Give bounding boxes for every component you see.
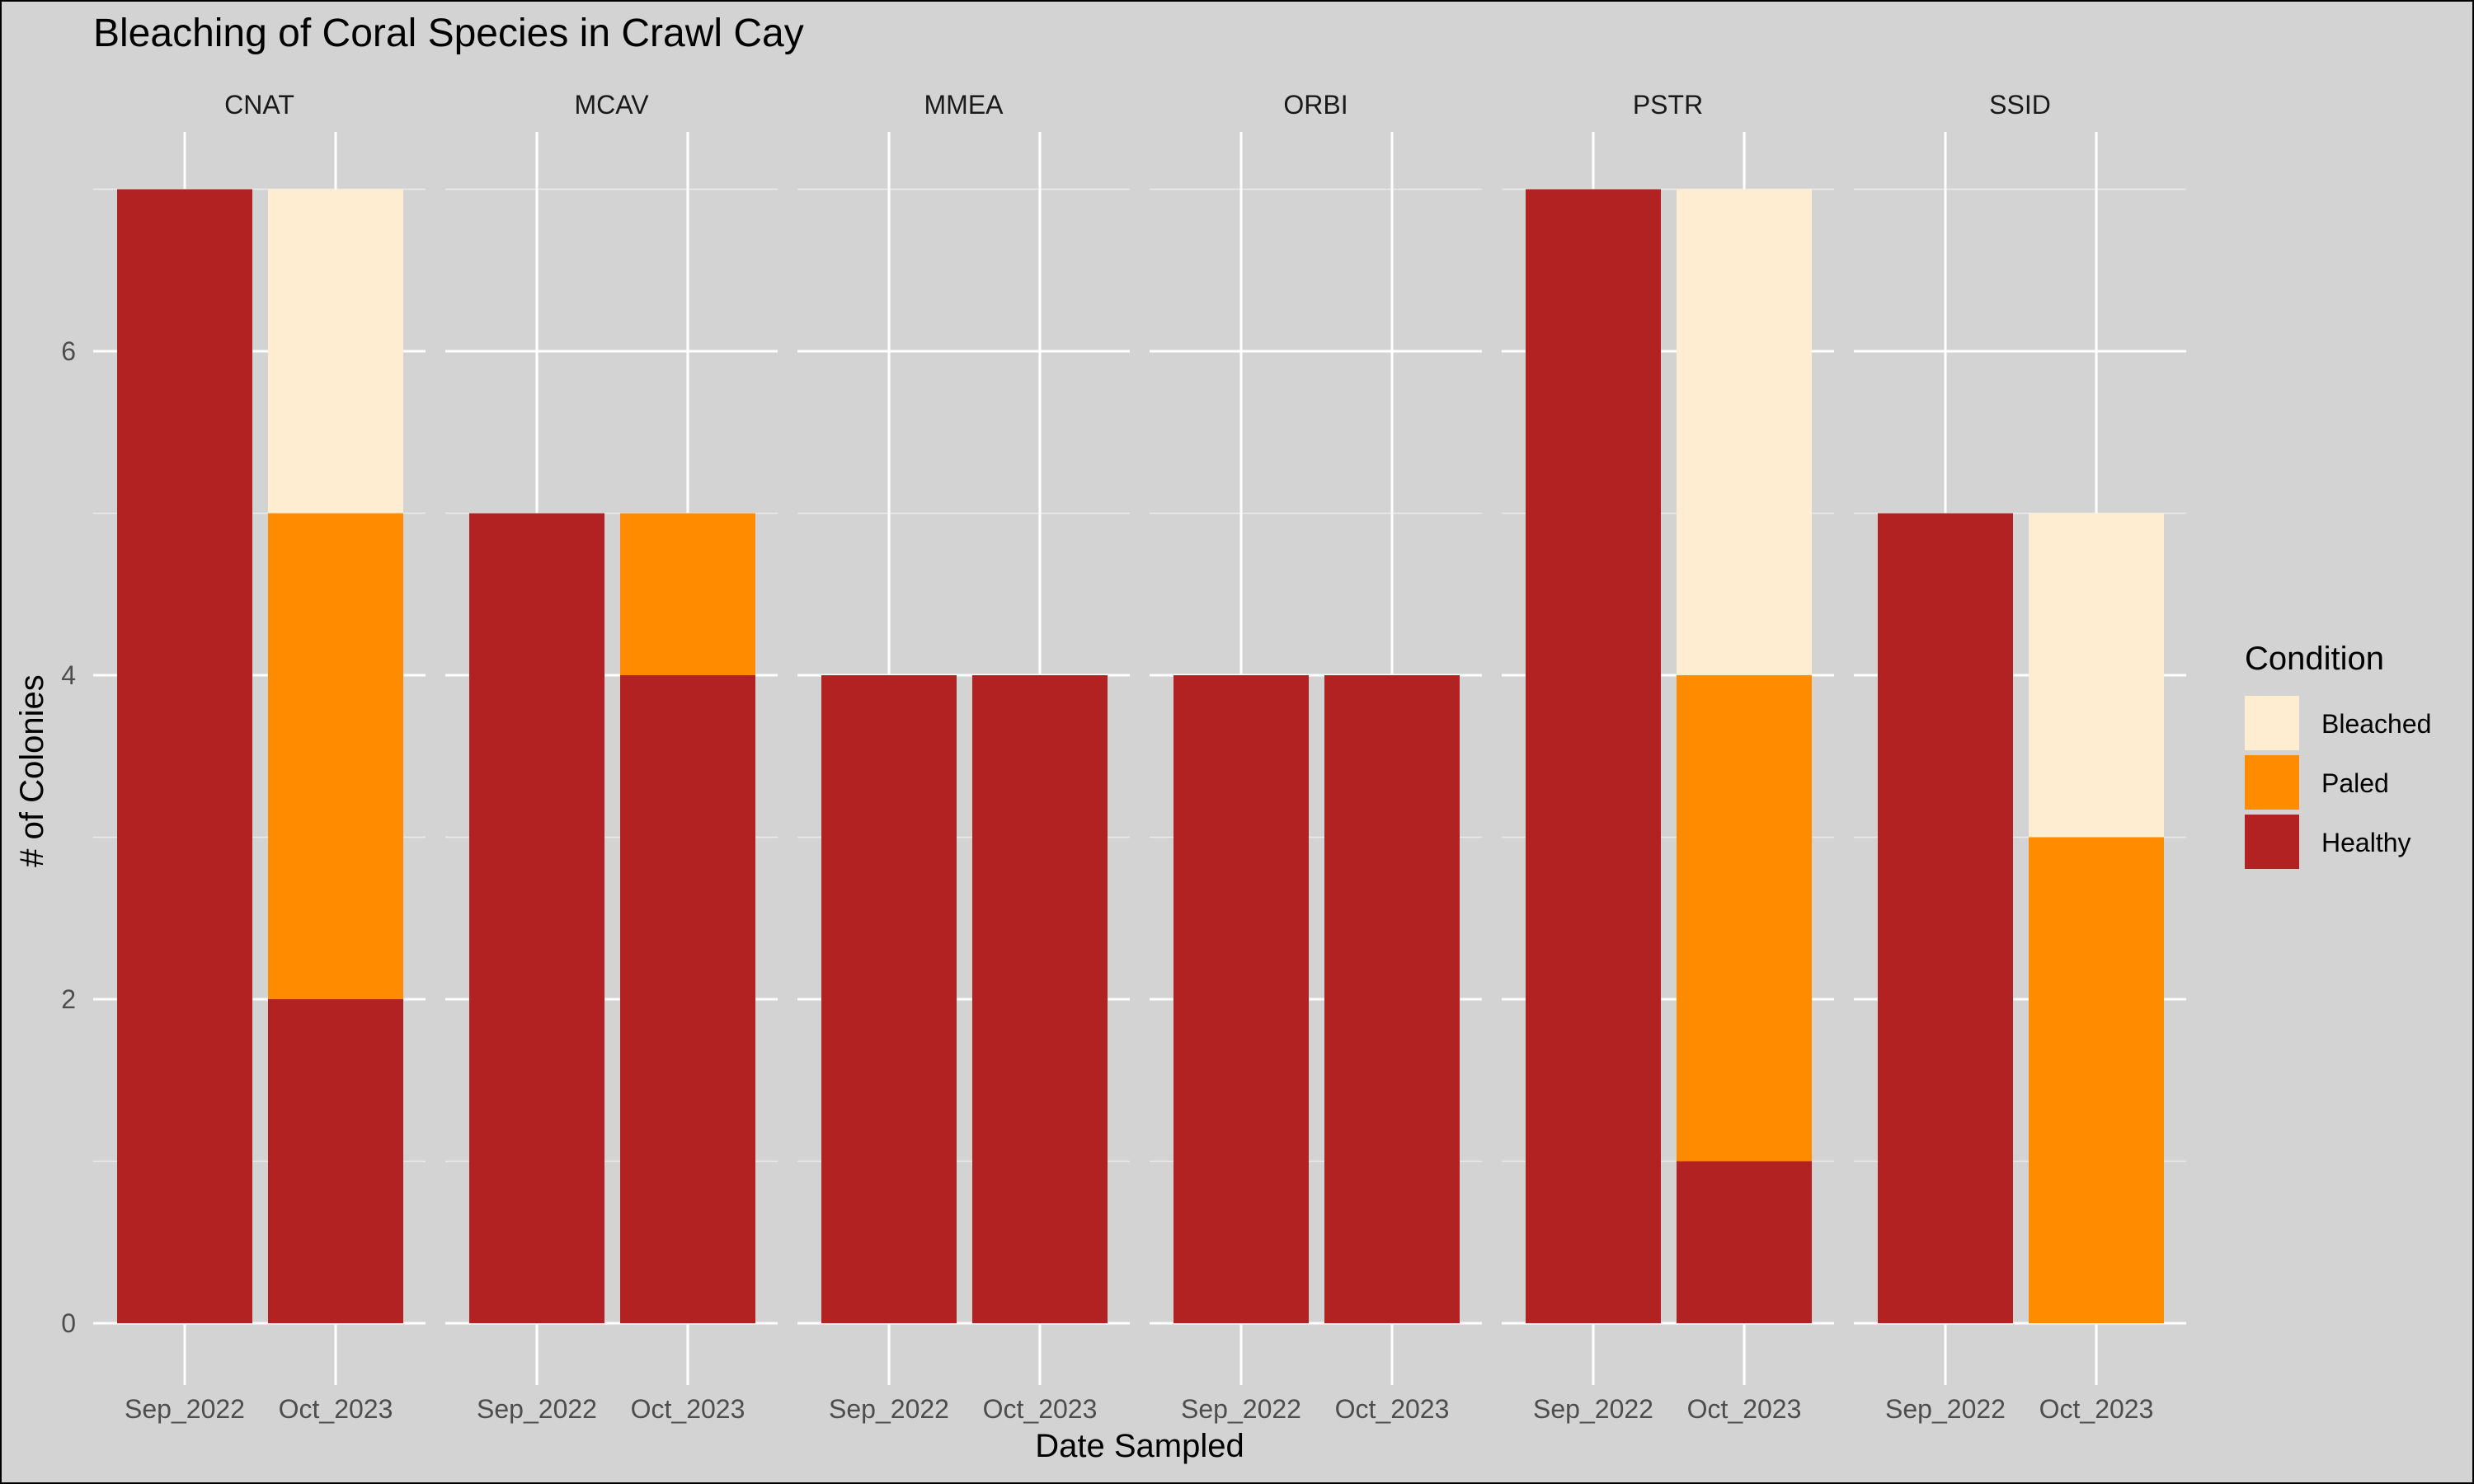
legend: Condition Bleached Paled Healthy: [2245, 641, 2431, 869]
y-tick-label: 0: [61, 1308, 76, 1338]
bar-healthy: [268, 999, 403, 1323]
x-tick-label: Oct_2023: [2039, 1394, 2154, 1424]
facet-panels: CNAT Sep_2022 Oct_2023 MCAV Sep_2022 Oct_2023…: [93, 90, 2186, 1424]
bar-paled: [1677, 675, 1812, 1162]
bar-healthy: [1677, 1161, 1812, 1323]
x-tick-label: Sep_2022: [1885, 1394, 2006, 1424]
facet-label: CNAT: [224, 90, 294, 120]
x-tick-label: Sep_2022: [829, 1394, 949, 1424]
panel-pstr: PSTR Sep_2022 Oct_2023: [1502, 90, 1834, 1424]
x-tick-label: Oct_2023: [1335, 1394, 1450, 1424]
panel-cnat: CNAT Sep_2022 Oct_2023: [93, 90, 426, 1424]
legend-label: Healthy: [2321, 828, 2411, 857]
x-tick-label: Sep_2022: [477, 1394, 597, 1424]
y-tick-label: 2: [61, 984, 76, 1014]
facet-label: ORBI: [1283, 90, 1348, 120]
legend-key-bleached: [2245, 696, 2299, 750]
x-tick-label: Oct_2023: [279, 1394, 393, 1424]
legend-title: Condition: [2245, 641, 2384, 677]
y-tick-label: 4: [61, 660, 76, 690]
bar-healthy: [1174, 675, 1309, 1323]
bar-healthy: [469, 513, 604, 1323]
legend-label: Bleached: [2321, 709, 2431, 739]
x-tick-label: Sep_2022: [1181, 1394, 1301, 1424]
panel-orbi: ORBI Sep_2022 Oct_2023: [1150, 90, 1482, 1424]
facet-label: MCAV: [574, 90, 649, 120]
bar-paled: [2029, 837, 2164, 1323]
legend-key-paled: [2245, 755, 2299, 810]
bar-healthy: [1324, 675, 1460, 1323]
bar-healthy: [117, 189, 252, 1323]
panel-ssid: SSID Sep_2022 Oct_2023: [1854, 90, 2186, 1424]
x-tick-label: Sep_2022: [1533, 1394, 1653, 1424]
bar-healthy: [1878, 513, 2013, 1323]
facet-label: MMEA: [924, 90, 1004, 120]
bar-paled: [620, 513, 755, 675]
bar-healthy: [620, 675, 755, 1323]
x-tick-label: Sep_2022: [125, 1394, 245, 1424]
panel-mcav: MCAV Sep_2022 Oct_2023: [445, 90, 778, 1424]
facet-label: PSTR: [1633, 90, 1703, 120]
bar-bleached: [1677, 189, 1812, 675]
bar-healthy: [972, 675, 1108, 1323]
facet-label: SSID: [1989, 90, 2051, 120]
bar-healthy: [821, 675, 957, 1323]
panel-mmea: MMEA Sep_2022 Oct_2023: [797, 90, 1130, 1424]
x-tick-label: Oct_2023: [1687, 1394, 1802, 1424]
bar-healthy: [1526, 189, 1661, 1323]
y-tick-label: 6: [61, 336, 76, 366]
bar-bleached: [2029, 513, 2164, 838]
chart-title: Bleaching of Coral Species in Crawl Cay: [93, 12, 804, 55]
x-tick-label: Oct_2023: [983, 1394, 1098, 1424]
bar-paled: [268, 513, 403, 999]
y-axis-title: # of Colonies: [14, 674, 50, 866]
x-tick-label: Oct_2023: [631, 1394, 745, 1424]
x-axis-title: Date Sampled: [1035, 1428, 1244, 1464]
legend-label: Paled: [2321, 768, 2389, 798]
y-axis: 0 2 4 6: [61, 336, 76, 1338]
legend-key-healthy: [2245, 815, 2299, 869]
bar-bleached: [268, 189, 403, 514]
